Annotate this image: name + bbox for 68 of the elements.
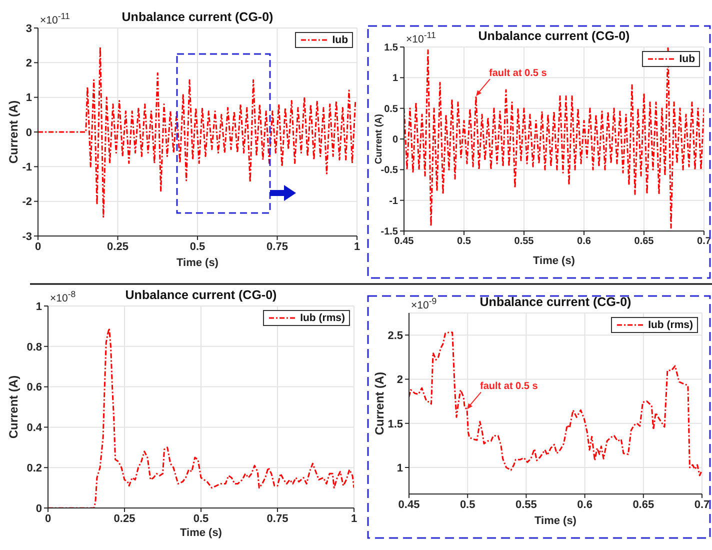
x-tick-label: 0.6 — [577, 498, 592, 511]
text: ×10$^{-11}$ — [40, 11, 70, 26]
x-tick-label: 0.55 — [514, 236, 534, 248]
x-tick-label: 0.75 — [266, 512, 288, 525]
x-tick-label: 0.5 — [190, 240, 206, 253]
annotation: fault at 0.5 s — [489, 68, 548, 80]
y-tick-label: 0.6 — [26, 382, 42, 394]
y-axis-title: Current (A) — [6, 100, 20, 164]
x-tick-label: 0.55 — [515, 498, 537, 511]
y-tick-label: -1.5 — [380, 226, 398, 238]
x-tick-label: 0.75 — [266, 240, 288, 253]
text: ×10$^{-11}$ — [406, 30, 436, 46]
y-axis-title: Current (A) — [373, 114, 384, 164]
x-axis-title: Time (s) — [534, 515, 577, 527]
y-tick-label: 0.5 — [384, 104, 398, 115]
x-tick-label: 0.7 — [694, 498, 710, 511]
legend-label: Iub — [332, 34, 348, 46]
chart-title: Unbalance current (CG-0) — [480, 295, 632, 309]
y-tick-label: 2.5 — [388, 330, 403, 342]
x-tick-label: 0.45 — [394, 236, 414, 248]
y-tick-label: -2 — [22, 196, 32, 208]
y-tick-label: -1 — [22, 162, 32, 174]
line-series — [404, 47, 704, 229]
y-tick-label: 1 — [392, 73, 398, 84]
y-tick-label: 1.5 — [388, 418, 403, 430]
y-axis-title: Current (A) — [6, 375, 20, 439]
y-axis-title: Current (A) — [372, 372, 386, 436]
annotation: fault at 0.5 s — [480, 381, 538, 392]
y-tick-label: 2 — [396, 374, 403, 386]
x-tick-label: 0.6 — [577, 236, 592, 248]
legend-label: Iub — [679, 53, 695, 65]
chart-title: Unbalance current (CG-0) — [478, 29, 630, 43]
y-tick-label: 1 — [396, 462, 403, 474]
y-tick-label: 0.4 — [26, 422, 43, 434]
y-tick-label: 1 — [26, 92, 32, 104]
y-tick-label: 1.5 — [384, 42, 398, 54]
x-tick-label: 0 — [44, 512, 52, 525]
y-tick-label: -1 — [389, 196, 398, 207]
y-tick-label: 3 — [26, 22, 32, 35]
x-tick-label: 0.5 — [193, 512, 209, 525]
x-tick-label: 1 — [354, 240, 360, 253]
x-tick-label: 0.65 — [634, 236, 654, 248]
x-tick-label: 0.65 — [632, 498, 654, 511]
text: ×10$^{-8}$ — [50, 289, 76, 304]
chart-title: Unbalance current (CG-0) — [122, 10, 274, 24]
y-tick-label: -3 — [22, 230, 32, 243]
legend-label: Iub (rms) — [648, 319, 693, 331]
y-tick-label: 0 — [392, 134, 398, 146]
x-axis-title: Time (s) — [180, 527, 222, 539]
y-tick-label: 1 — [36, 300, 42, 313]
x-tick-label: 1 — [350, 512, 358, 525]
x-axis-title: Time (s) — [176, 257, 219, 269]
chart-title: Unbalance current (CG-0) — [125, 288, 277, 302]
x-tick-label: 0.25 — [107, 240, 128, 253]
line-series — [38, 46, 356, 218]
legend-label: Iub (rms) — [300, 312, 345, 324]
x-tick-label: 0.45 — [398, 498, 420, 511]
y-tick-label: 0.8 — [26, 341, 42, 354]
y-tick-label: -0.5 — [380, 165, 398, 176]
line-series — [409, 332, 702, 476]
x-tick-label: 0.25 — [114, 512, 136, 525]
text: ×10$^{-9}$ — [411, 296, 437, 312]
x-tick-label: 0.5 — [457, 236, 472, 248]
x-tick-label: 0.5 — [460, 498, 476, 511]
y-tick-label: 0 — [26, 126, 32, 139]
y-tick-label: 2 — [26, 58, 32, 70]
y-tick-label: 0.2 — [26, 462, 42, 475]
x-axis-title: Time (s) — [533, 255, 576, 267]
